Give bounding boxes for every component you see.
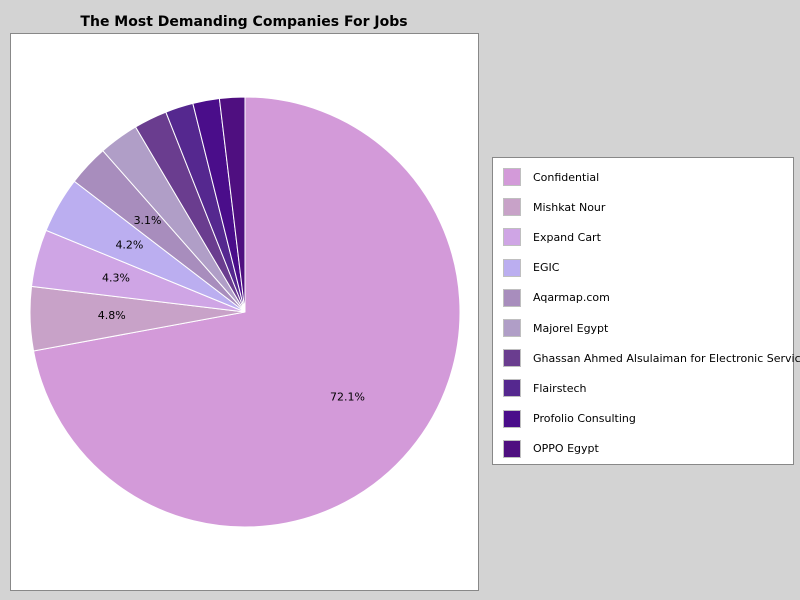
legend-label: EGIC: [533, 261, 560, 275]
slice-label-3: 4.2%: [115, 239, 143, 252]
legend-item: Confidential: [503, 167, 599, 187]
legend-swatch: [503, 258, 521, 277]
legend-label: OPPO Egypt: [533, 442, 599, 456]
legend: Confidential Mishkat Nour Expand Cart EGIC A…: [492, 157, 800, 465]
legend-item: Expand Cart: [503, 227, 601, 247]
legend-swatch: [503, 409, 521, 428]
legend-item: Profolio Consulting: [503, 409, 636, 429]
legend-label: Expand Cart: [533, 230, 601, 244]
slice-label-1: 4.8%: [98, 309, 126, 322]
legend-swatch: [503, 288, 521, 307]
legend-label: Ghassan Ahmed Alsulaiman for Electronic …: [533, 351, 800, 365]
legend-swatch: [503, 349, 521, 368]
plot-area: 72.1% 4.8% 4.3% 4.2% 3.1%: [10, 33, 479, 591]
legend-item: Flairstech: [503, 378, 587, 398]
legend-swatch: [503, 198, 521, 217]
chart-title: The Most Demanding Companies For Jobs: [80, 14, 408, 30]
legend-item: Ghassan Ahmed Alsulaiman for Electronic …: [503, 348, 800, 368]
legend-label: Mishkat Nour: [533, 200, 606, 214]
legend-swatch: [503, 168, 521, 186]
legend-label: Majorel Egypt: [533, 321, 609, 335]
legend-swatch: [503, 379, 521, 398]
legend-swatch: [503, 228, 521, 247]
legend-label: Aqarmap.com: [533, 291, 610, 305]
pie-slice-0: [32, 96, 461, 528]
legend-item: EGIC: [503, 258, 559, 278]
legend-label: Profolio Consulting: [533, 412, 636, 426]
slice-label-0: 72.1%: [330, 390, 365, 403]
legend-item: Mishkat Nour: [503, 197, 605, 217]
legend-item: Majorel Egypt: [503, 318, 608, 338]
legend-swatch: [503, 439, 521, 458]
legend-label: Flairstech: [533, 381, 587, 395]
slice-label-4: 3.1%: [134, 214, 162, 227]
legend-swatch: [503, 319, 521, 337]
pie-chart: 72.1% 4.8% 4.3% 4.2% 3.1%: [29, 96, 461, 528]
slice-label-2: 4.3%: [102, 271, 130, 284]
legend-item: Aqarmap.com: [503, 288, 610, 308]
legend-item: OPPO Egypt: [503, 439, 599, 459]
legend-label: Confidential: [533, 170, 600, 184]
pie-slice-9: [218, 96, 246, 313]
